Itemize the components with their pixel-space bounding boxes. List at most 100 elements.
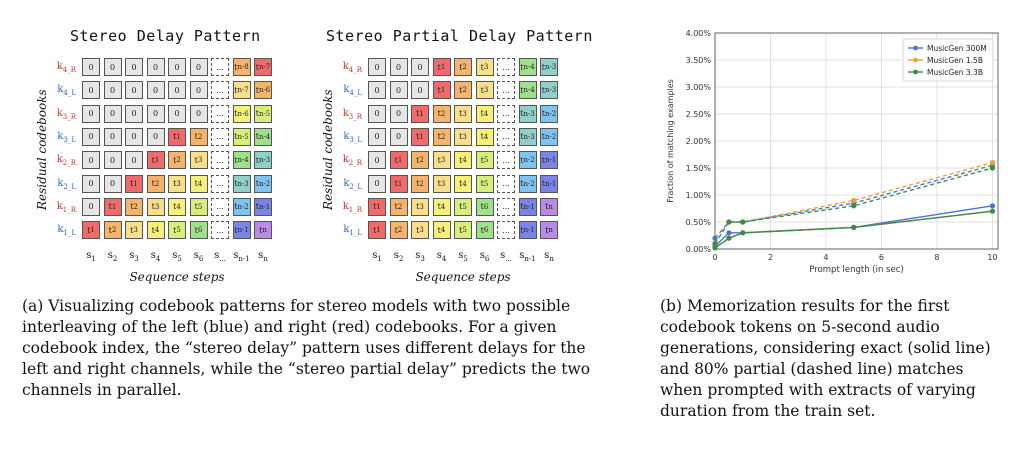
codebook-cell: ... [497,127,515,146]
codebook-cell: 0 [368,58,386,76]
codebook-cell: 0 [125,104,143,123]
row-label: k1_L [57,224,76,238]
col-label: s5 [458,250,468,264]
row-label: k1_L [343,224,362,238]
y-tick-label: 0.50% [686,218,712,227]
codebook-cell: ... [497,151,515,170]
row-label: k4_R [56,61,76,74]
codebook-cell: t n-1 [518,221,537,240]
data-point [726,230,732,236]
x-tick-label: 4 [823,253,828,262]
codebook-cell: 0 [125,127,143,146]
row-label: k4_L [57,84,76,98]
col-label: s4 [150,250,161,264]
plot-frame [714,32,999,250]
y-tick-label: 3.00% [686,83,712,92]
x-tick-label: 10 [987,253,997,262]
codebook-cell: 0 [82,127,100,146]
row-label: k1_R [342,200,362,214]
codebook-cell: 0 [368,151,386,170]
codebook-cell: 0 [389,104,408,123]
codebook-cell: ... [211,197,229,216]
col-label: s... [214,250,226,264]
codebook-cell: ... [497,58,515,76]
codebook-cell: 0 [389,81,408,100]
legend-marker [913,45,918,51]
data-point [740,219,746,225]
row-label: k2_R [342,154,362,168]
legend-marker [913,69,918,75]
codebook-cell: 0 [168,58,186,76]
codebook-cell: ... [211,81,229,100]
col-label: sn-1 [519,250,536,264]
codebook-cell: t n-6 [232,104,251,123]
codebook-cell: ... [497,81,515,100]
codebook-cell: t n-3 [518,127,537,146]
x-tick-label: 6 [879,253,884,262]
codebook-cell: 0 [125,151,143,170]
series-line-partial [714,167,993,244]
codebook-cell: ... [211,58,229,76]
data-point [712,245,718,251]
codebook-cell: 0 [82,58,100,76]
codebook-cell: t n-2 [518,174,537,193]
data-point [989,165,996,171]
codebook-cell: 0 [125,58,143,76]
legend-label: MusicGen 300M [927,44,987,53]
codebook-cell: 0 [368,81,386,100]
data-point [989,203,996,209]
codebook-cell: t n-2 [254,174,272,193]
codebook-cell: t n-8 [232,58,251,76]
codebook-cell: ... [211,151,229,170]
codebook-cell: t n-1 [518,197,537,216]
y-tick-label: 0.00% [686,245,712,254]
row-label: k3_R [342,107,362,121]
codebook-cell: 0 [146,104,165,123]
codebook-cell: ... [497,197,515,216]
col-label: sn-1 [233,250,250,264]
caption-a-text: (a) Visualizing codebook patterns for st… [22,297,591,399]
col-label: s3 [415,250,425,264]
data-point [712,241,718,247]
data-point [726,219,732,225]
col-label: s... [500,250,512,264]
memorization-chart: 0.00% 0.50% 1.00% 1.50% 2.00% 2.50% 3.00% 3.50%… [666,29,999,275]
codebook-cell: t n-1 [540,174,558,193]
data-point [851,203,857,209]
codebook-cell: 0 [411,81,429,100]
codebook-cell: t n-3 [540,81,558,100]
data-point [726,235,732,241]
codebook-cell: t n-2 [540,104,558,123]
grid-title: Stereo Delay Pattern [70,27,261,45]
codebook-cell: t n-5 [254,104,272,123]
data-point [989,208,996,214]
legend-label: MusicGen 3.3B [927,68,983,77]
row-label: k4_R [342,61,362,74]
x-tick-label: 2 [768,253,773,262]
codebook-cell: 0 [168,81,186,100]
col-label: s6 [193,250,204,264]
codebook-cell: ... [211,104,229,123]
